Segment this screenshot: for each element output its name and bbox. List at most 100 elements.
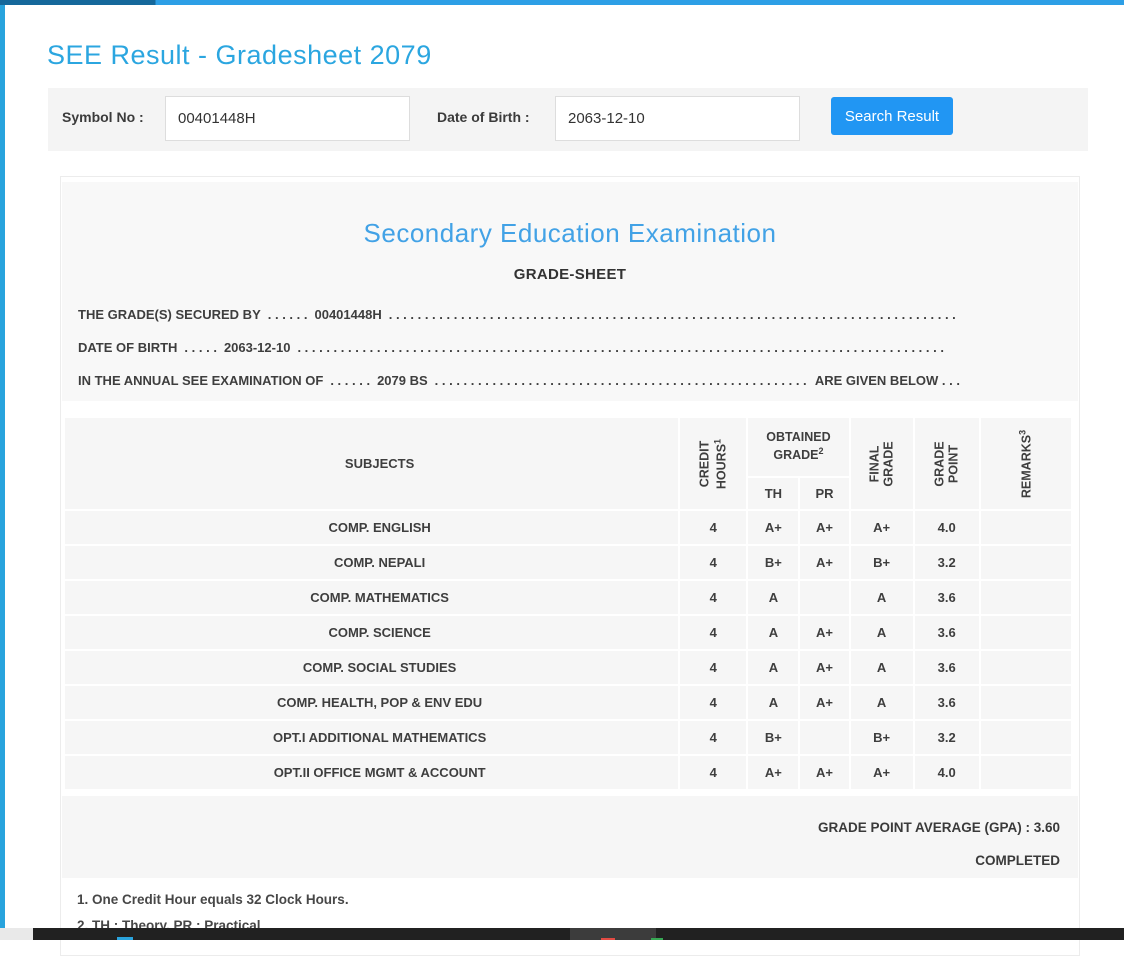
credit-hours-header: CREDIT HOURS1 — [680, 418, 747, 509]
credit-cell: 4 — [680, 546, 747, 579]
exam-title: Secondary Education Examination — [363, 218, 777, 248]
obtained-header-line1: OBTAINED — [766, 430, 831, 445]
credit-cell: 4 — [680, 756, 747, 789]
point-cell: 4.0 — [914, 511, 979, 544]
th-cell: B+ — [748, 546, 799, 579]
point-cell: 3.2 — [914, 721, 979, 754]
remarks-cell — [980, 616, 1071, 649]
th-cell: A — [748, 581, 799, 614]
th-cell: B+ — [748, 721, 799, 754]
final-cell: B+ — [850, 546, 913, 579]
remarks-cell — [980, 546, 1071, 579]
pr-cell — [800, 581, 849, 614]
remarks-cell — [980, 581, 1071, 614]
final-cell: A — [850, 616, 913, 649]
symbol-no-input[interactable] — [165, 96, 410, 141]
secured-by-line: THE GRADE(S) SECURED BY . . . . . . 0040… — [78, 307, 960, 322]
dob-value: 2063-12-10 — [223, 340, 291, 355]
remarks-cell — [980, 651, 1071, 684]
grades-table: SUBJECTS CREDIT HOURS1 OBTAINED GRADE2 F… — [63, 416, 1073, 791]
grade-point-header: GRADE POINT — [914, 418, 979, 509]
pr-cell: A+ — [800, 546, 849, 579]
symbol-no-value: 00401448H — [314, 307, 382, 322]
pr-cell: A+ — [800, 511, 849, 544]
credit-cell: 4 — [680, 616, 747, 649]
credit-cell: 4 — [680, 651, 747, 684]
bottom-left-corner — [0, 928, 33, 940]
date-of-birth-label: Date of Birth : — [437, 109, 530, 125]
th-cell: A+ — [748, 511, 799, 544]
table-row: COMP. SOCIAL STUDIES 4 A A+ A 3.6 — [65, 651, 1071, 684]
exam-year-line: IN THE ANNUAL SEE EXAMINATION OF . . . .… — [78, 373, 960, 388]
final-cell: A — [850, 651, 913, 684]
date-of-birth-input[interactable] — [555, 96, 800, 141]
point-cell: 3.6 — [914, 581, 979, 614]
table-row: COMP. MATHEMATICS 4 A A 3.6 — [65, 581, 1071, 614]
obtained-grade-header: OBTAINED GRADE2 — [748, 418, 849, 476]
left-accent-strip — [0, 5, 5, 928]
remarks-cell — [980, 511, 1071, 544]
search-result-button[interactable]: Search Result — [831, 97, 953, 135]
pr-cell: A+ — [800, 651, 849, 684]
table-row: COMP. SCIENCE 4 A A+ A 3.6 — [65, 616, 1071, 649]
exam-year-value: 2079 BS — [377, 373, 428, 388]
dot-separator: . . . . . . — [330, 373, 371, 388]
subject-cell: COMP. SCIENCE — [65, 616, 679, 649]
dot-leader: . . . . . . . . . . . . . . . . . . . . … — [297, 340, 944, 355]
pr-header: PR — [800, 478, 849, 509]
dob-line-label: DATE OF BIRTH — [78, 340, 178, 355]
credit-header-line1: CREDIT — [697, 440, 712, 487]
top-accent-bar — [0, 0, 1124, 5]
obtained-header-line2: GRADE2 — [773, 445, 824, 463]
page-title: SEE Result - Gradesheet 2079 — [47, 40, 432, 70]
point-cell: 4.0 — [914, 756, 979, 789]
footnote-credit-hours: 1. One Credit Hour equals 32 Clock Hours… — [77, 892, 349, 907]
subject-cell: COMP. NEPALI — [65, 546, 679, 579]
pr-cell: A+ — [800, 686, 849, 719]
final-cell: A — [850, 686, 913, 719]
gradesheet-subtitle: GRADE-SHEET — [513, 266, 627, 283]
taskbar-app-icon[interactable] — [601, 938, 615, 940]
taskbar-app-icon[interactable] — [117, 937, 133, 940]
taskbar[interactable] — [33, 928, 1124, 940]
remarks-cell — [980, 721, 1071, 754]
credit-cell: 4 — [680, 686, 747, 719]
point-cell: 3.6 — [914, 686, 979, 719]
dot-leader: . . . . . . . . . . . . . . . . . . . . … — [434, 373, 807, 388]
credit-cell: 4 — [680, 511, 747, 544]
th-cell: A+ — [748, 756, 799, 789]
point-header-line1: GRADE — [932, 440, 947, 487]
pr-cell: A+ — [800, 756, 849, 789]
subject-cell: OPT.I ADDITIONAL MATHEMATICS — [65, 721, 679, 754]
final-cell: B+ — [850, 721, 913, 754]
given-below-text: ARE GIVEN BELOW . . . — [814, 373, 960, 388]
remarks-cell — [980, 756, 1071, 789]
final-cell: A+ — [850, 511, 913, 544]
th-cell: A — [748, 651, 799, 684]
subjects-header: SUBJECTS — [65, 418, 679, 509]
remarks-header: REMARKS3 — [980, 418, 1071, 509]
exam-year-label: IN THE ANNUAL SEE EXAMINATION OF — [78, 373, 324, 388]
subject-cell: OPT.II OFFICE MGMT & ACCOUNT — [65, 756, 679, 789]
point-header-line2: POINT — [946, 444, 961, 483]
taskbar-app-icon[interactable] — [651, 938, 663, 940]
subject-cell: COMP. ENGLISH — [65, 511, 679, 544]
dot-separator: . . . . . — [184, 340, 217, 355]
summary-section: GRADE POINT AVERAGE (GPA) : 3.60 COMPLET… — [62, 796, 1078, 878]
final-header-line1: FINAL — [867, 445, 882, 482]
point-cell: 3.6 — [914, 651, 979, 684]
dot-leader: . . . . . . . . . . . . . . . . . . . . … — [388, 307, 960, 322]
remarks-header-text: REMARKS3 — [1017, 429, 1034, 498]
final-cell: A — [850, 581, 913, 614]
credit-cell: 4 — [680, 721, 747, 754]
table-row: OPT.I ADDITIONAL MATHEMATICS 4 B+ B+ 3.2 — [65, 721, 1071, 754]
subject-cell: COMP. MATHEMATICS — [65, 581, 679, 614]
secured-by-label: THE GRADE(S) SECURED BY — [78, 307, 261, 322]
gradesheet-panel: Secondary Education Examination GRADE-SH… — [60, 176, 1080, 956]
table-row: OPT.II OFFICE MGMT & ACCOUNT 4 A+ A+ A+ … — [65, 756, 1071, 789]
taskbar-active-segment[interactable] — [570, 928, 656, 940]
dob-line: DATE OF BIRTH . . . . . 2063-12-10 . . .… — [78, 340, 944, 355]
gpa-text: GRADE POINT AVERAGE (GPA) : 3.60 — [817, 820, 1060, 835]
table-row: COMP. HEALTH, POP & ENV EDU 4 A A+ A 3.6 — [65, 686, 1071, 719]
pr-cell — [800, 721, 849, 754]
